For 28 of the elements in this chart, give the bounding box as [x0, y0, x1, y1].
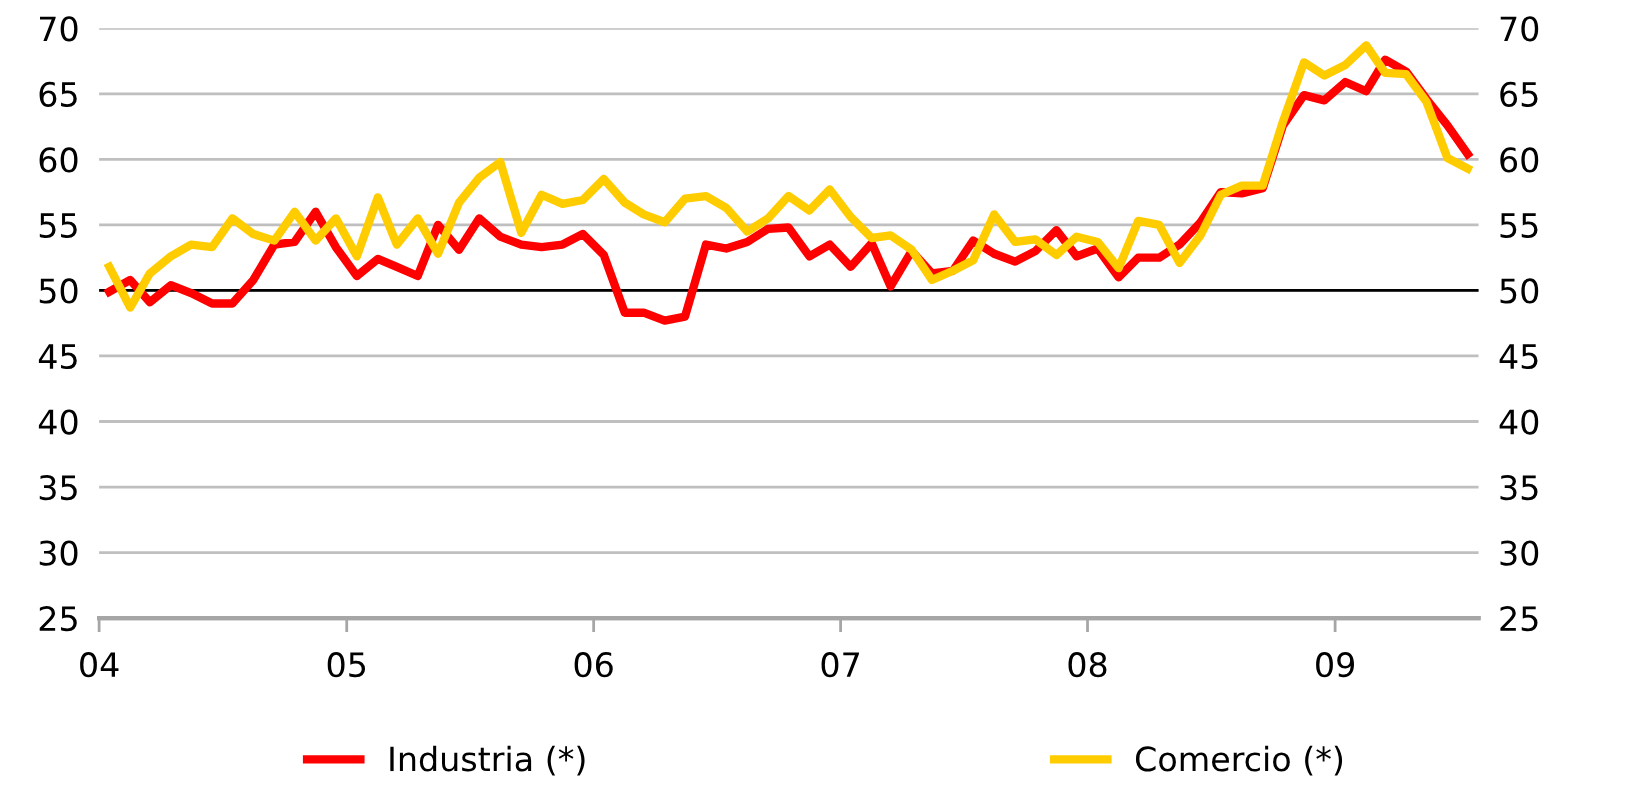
y-tick-label: 35	[39, 474, 77, 501]
x-tick-label: 08	[1068, 652, 1107, 678]
x-tick-label: 06	[574, 652, 613, 678]
y2-tick-label: 70	[1500, 16, 1539, 42]
y2-tick-label: 35	[1500, 474, 1538, 501]
y-tick-label: 40	[38, 409, 78, 435]
y2-tick-label: 25	[1500, 606, 1538, 632]
y-tick-label: 50	[39, 278, 78, 304]
y-tick-label: 60	[39, 147, 78, 173]
y2-tick-label: 55	[1500, 213, 1538, 239]
y2-tick-label: 65	[1500, 81, 1538, 107]
y2-tick-label: 45	[1499, 344, 1538, 370]
legend-label: Comercio (*)	[1135, 745, 1343, 776]
y2-tick-label: 60	[1500, 147, 1539, 173]
y2-tick-label: 50	[1500, 278, 1539, 304]
y-tick-label: 30	[39, 540, 78, 566]
y-tick-label: 25	[39, 606, 77, 632]
legend-label: Industria (*)	[390, 745, 585, 776]
y-tick-label: 45	[38, 344, 77, 370]
x-tick-label: 07	[821, 652, 859, 678]
y2-tick-label: 30	[1500, 540, 1539, 566]
x-tick-label: 04	[80, 652, 119, 678]
x-tick-label: 09	[1316, 652, 1354, 678]
y2-tick-label: 40	[1499, 409, 1539, 435]
y-tick-label: 70	[39, 16, 78, 42]
x-tick-label: 05	[327, 652, 366, 678]
y-tick-label: 55	[39, 213, 77, 239]
y-tick-label: 65	[39, 81, 77, 107]
